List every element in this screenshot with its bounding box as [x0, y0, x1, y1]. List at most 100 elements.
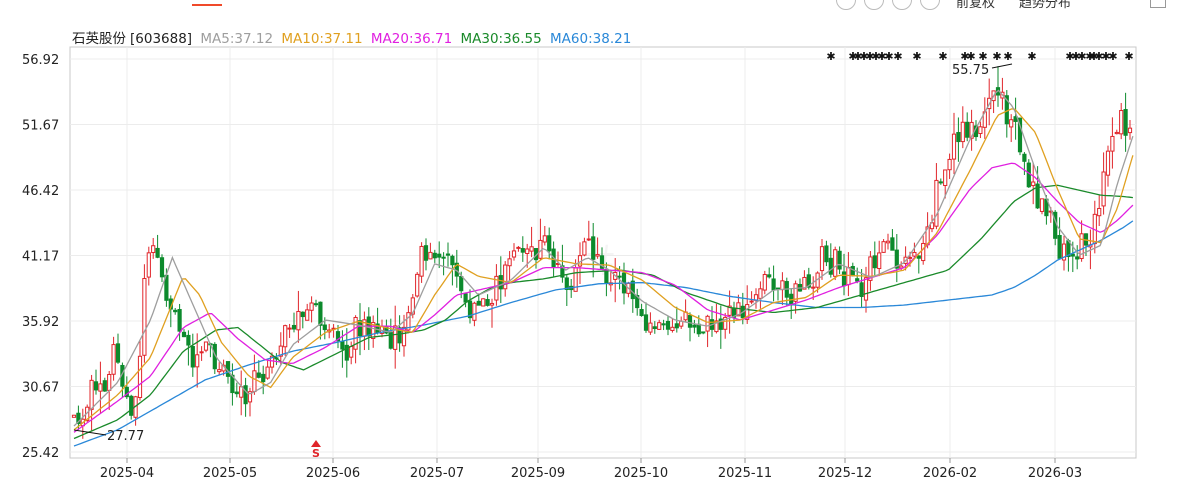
- legend-ma30: MA30:36.55: [460, 31, 542, 47]
- candle-body: [397, 327, 402, 344]
- event-marker-icon: ✱: [992, 50, 1001, 63]
- candle-body: [199, 351, 204, 354]
- candle-body: [432, 252, 437, 259]
- candle-body: [841, 271, 847, 287]
- candle-body: [591, 236, 596, 260]
- candle-body: [599, 255, 605, 269]
- candle-body: [758, 288, 763, 299]
- checkbox-icon[interactable]: [1150, 0, 1166, 8]
- candle-body: [652, 326, 657, 330]
- y-tick-label: 25.42: [22, 446, 59, 461]
- candle-body: [1031, 181, 1036, 187]
- y-axis: 56.92 51.67 46.42 41.17 35.92 30.67 25.42: [22, 53, 59, 461]
- candle-body: [921, 242, 926, 262]
- candle-body: [643, 314, 649, 331]
- event-marker-icon: ✱: [1027, 50, 1036, 63]
- ma10-line: [73, 108, 1134, 431]
- legend-ma60: MA60:38.21: [550, 31, 632, 47]
- stock-name: 石英股份: [72, 31, 126, 47]
- x-tick-label: 2025-09: [511, 466, 565, 481]
- candle-body: [1009, 119, 1014, 128]
- candle-body: [705, 315, 710, 332]
- candle-body: [247, 391, 253, 403]
- event-marker-icon: ✱: [826, 50, 835, 63]
- event-marker-icon: ✱: [871, 50, 880, 63]
- candle-body: [745, 304, 750, 320]
- candle-body: [749, 300, 754, 303]
- candle-body: [1097, 207, 1102, 217]
- active-tab-indicator: [192, 4, 222, 6]
- x-tick-label: 2025-12: [818, 466, 872, 481]
- candle-body: [102, 380, 107, 392]
- candle-body: [736, 302, 741, 317]
- candle-body: [459, 275, 464, 292]
- candle-body: [793, 283, 798, 302]
- candle-body: [305, 309, 310, 321]
- candle-body: [278, 345, 283, 357]
- candle-body: [190, 346, 195, 368]
- candle-body: [912, 251, 917, 257]
- candle-body: [181, 331, 187, 338]
- x-tick-label: 2025-04: [100, 466, 154, 481]
- candle-body: [151, 245, 156, 254]
- event-marker-icon: ✱: [1065, 50, 1074, 63]
- candle-body: [943, 169, 948, 187]
- moving-average-lines: [73, 89, 1134, 447]
- candle-body: [723, 316, 728, 330]
- candle-body: [450, 255, 455, 266]
- event-marker-icon: ✱: [853, 50, 862, 63]
- candle-body: [406, 312, 411, 331]
- x-tick-label: 2026-02: [923, 466, 977, 481]
- candle-body: [648, 322, 653, 333]
- candle-body: [630, 280, 635, 300]
- x-tick-label: 2026-03: [1028, 466, 1082, 481]
- event-marker-icon: ✱: [893, 50, 902, 63]
- candle-body: [960, 121, 965, 143]
- candle-body: [1057, 235, 1062, 259]
- legend-ma10: MA10:37.11: [281, 31, 363, 47]
- chart-legend: 石英股份 [603688] MA5:37.12 MA10:37.11 MA20:3…: [72, 27, 635, 47]
- candle-body: [877, 252, 882, 270]
- candle-body: [261, 373, 266, 383]
- candle-body: [670, 326, 675, 331]
- candle-body: [129, 395, 134, 416]
- ma30-line: [73, 184, 1133, 440]
- candle-body: [978, 126, 983, 135]
- candle-body: [283, 325, 288, 348]
- price-annotations: 55.75 27.77 S: [73, 63, 1013, 460]
- min-pointer: [73, 429, 107, 436]
- event-marker-icon: ✱: [1094, 50, 1103, 63]
- candle-body: [969, 121, 974, 139]
- legend-ma20: MA20:36.71: [370, 31, 453, 47]
- candle-body: [718, 318, 723, 330]
- tab-trend[interactable]: 趋势分布: [1019, 0, 1072, 11]
- candle-body: [498, 275, 503, 290]
- candle-body: [388, 332, 393, 349]
- candle-body: [833, 249, 838, 277]
- candle-body: [335, 331, 341, 342]
- candle-body: [890, 237, 895, 251]
- candle-body: [674, 323, 679, 329]
- ma5-line: [73, 89, 1134, 427]
- event-marker-icon: ✱: [1085, 50, 1094, 63]
- candle-body: [476, 300, 481, 306]
- candle-body: [516, 246, 521, 249]
- candle-body: [155, 247, 160, 258]
- candle-body: [529, 246, 534, 252]
- candle-body: [859, 282, 864, 297]
- candle-body: [313, 303, 319, 306]
- candle-body: [93, 381, 99, 391]
- candle-body: [657, 322, 662, 330]
- event-marker-icon: ✱: [1003, 50, 1012, 63]
- candle-body: [542, 235, 547, 243]
- candle-body: [467, 300, 473, 319]
- x-tick-label: 2025-11: [718, 466, 772, 481]
- ma60-line: [73, 220, 1134, 447]
- candle-body: [287, 327, 292, 330]
- tab-adjust[interactable]: 前复权: [956, 0, 996, 11]
- candle-body: [142, 278, 147, 356]
- candle-body: [265, 366, 270, 379]
- candle-body: [762, 274, 767, 291]
- candle-body: [714, 320, 719, 333]
